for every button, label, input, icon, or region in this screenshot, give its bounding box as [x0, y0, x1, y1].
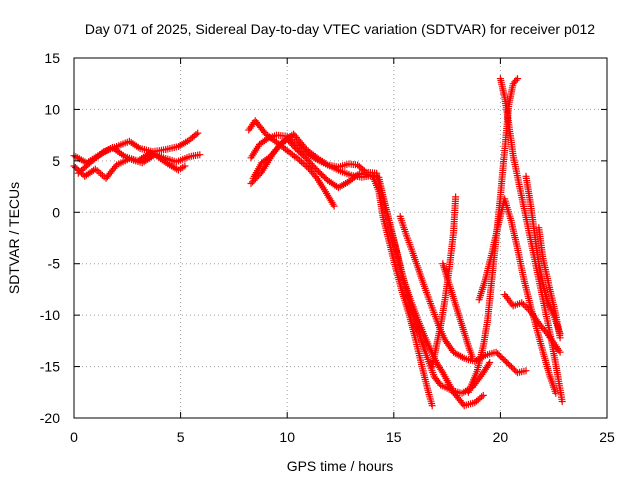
series-track-3: [74, 129, 202, 177]
series-track-9: [396, 212, 530, 377]
x-tick-labels: 0 5 10 15 20 25: [70, 429, 615, 445]
series-markers: [396, 212, 530, 377]
series-markers: [245, 117, 338, 210]
x-axis-label: GPS time / hours: [287, 458, 394, 474]
series-track-13: [496, 75, 566, 405]
y-tick-label: -20: [40, 410, 60, 426]
y-tick-label: -5: [48, 256, 61, 272]
series-track-6: [245, 117, 338, 210]
y-tick-label: -15: [40, 359, 60, 375]
y-tick-label: 0: [52, 204, 60, 220]
series-track-7: [247, 130, 381, 187]
y-tick-label: 5: [52, 153, 60, 169]
series-markers: [439, 260, 477, 362]
x-tick-label: 25: [599, 429, 615, 445]
y-tick-labels: 15 10 5 0 -5 -10 -15 -20: [40, 50, 60, 426]
series-track-16: [475, 195, 560, 397]
series-markers: [74, 129, 202, 177]
series-track-17: [535, 224, 564, 342]
y-axis-label: SDTVAR / TECUs: [6, 182, 22, 294]
data-points: [70, 75, 566, 410]
y-tick-label: 15: [44, 50, 60, 66]
series-markers: [373, 171, 487, 410]
series-markers: [247, 131, 436, 410]
grid-lines: [74, 58, 607, 418]
plot-frame: [73, 57, 608, 419]
series-markers: [496, 75, 566, 405]
x-tick-label: 5: [177, 429, 185, 445]
axis-ticks: [73, 57, 608, 419]
chart-title: Day 071 of 2025, Sidereal Day-to-day VTE…: [85, 21, 595, 37]
series-markers: [535, 224, 564, 342]
series-markers: [475, 195, 560, 397]
y-tick-label: 10: [44, 101, 60, 117]
series-track-8: [373, 171, 487, 410]
x-tick-label: 15: [386, 429, 402, 445]
series-track-5: [247, 131, 436, 410]
series-track-11: [439, 260, 477, 362]
x-tick-label: 0: [70, 429, 78, 445]
series-markers: [247, 130, 381, 187]
x-tick-label: 20: [493, 429, 509, 445]
y-tick-label: -10: [40, 307, 60, 323]
x-tick-label: 10: [279, 429, 295, 445]
